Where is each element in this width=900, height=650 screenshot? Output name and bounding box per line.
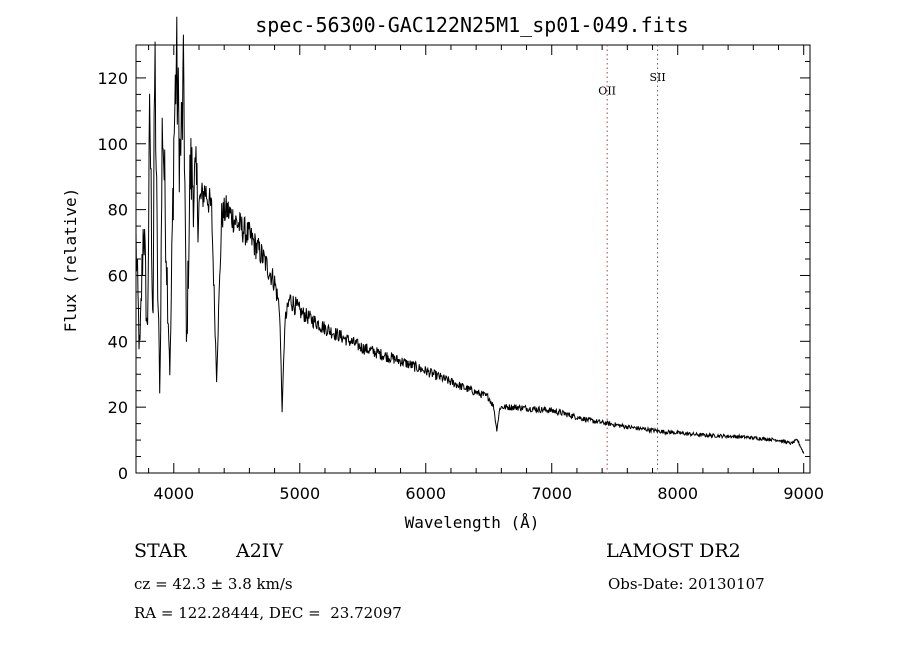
x-tick-label: 9000 [783,484,824,503]
coordinates: RA = 122.28444, DEC = 23.72097 [134,604,402,622]
y-tick-label: 80 [108,201,128,220]
x-tick-label: 6000 [405,484,446,503]
x-tick-label: 4000 [153,484,194,503]
x-axis: 4000 5000 6000 7000 8000 9000 [148,45,824,503]
y-tick-label: 40 [108,332,128,351]
observation-date: Obs-Date: 20130107 [608,575,765,593]
y-axis: 0 20 40 60 80 100 120 [97,44,810,483]
x-tick-label: 5000 [279,484,320,503]
x-tick-label: 8000 [657,484,698,503]
y-axis-label: Flux (relative) [61,188,80,333]
y-tick-label: 120 [97,69,128,88]
plot-frame [135,44,811,474]
redshift-velocity: cz = 42.3 ± 3.8 km/s [134,575,293,593]
y-tick-label: 60 [108,266,128,285]
y-tick-label: 20 [108,398,128,417]
y-tick-label: 100 [97,135,128,154]
y-tick-label: 0 [118,464,128,483]
x-axis-label: Wavelength (Å) [405,513,540,532]
spectral-line-markers: OII SII [598,45,666,473]
marker-label-sii: SII [649,71,665,84]
spectrum-line [135,16,805,454]
plot-border [135,44,811,474]
survey-name: LAMOST DR2 [606,540,741,562]
x-tick-label: 7000 [531,484,572,503]
marker-label-oii: OII [598,84,616,97]
object-class: STAR [134,540,187,562]
chart-title: spec-56300-GAC122N25M1_sp01-049.fits [255,13,688,37]
object-subclass: A2IV [236,540,284,562]
